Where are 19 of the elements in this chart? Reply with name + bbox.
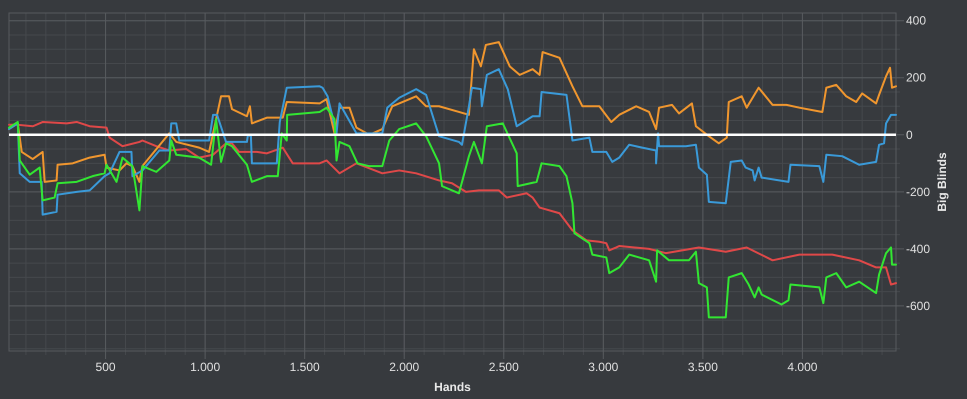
y-tick-label: 400 [906, 14, 926, 28]
line-series [8, 120, 897, 286]
x-tick-label: 2.000 [389, 360, 420, 374]
x-tick-label: 1.500 [290, 360, 320, 374]
line-series [8, 106, 897, 318]
x-tick-label: 500 [96, 360, 116, 374]
y-tick-label: 200 [906, 70, 926, 85]
y-tick-label: -400 [906, 242, 930, 256]
x-axis-title: Hands [434, 380, 472, 394]
x-tick-label: 3.500 [688, 360, 718, 374]
x-tick-label: 3.000 [588, 360, 619, 374]
y-tick-label: -200 [906, 184, 930, 199]
x-tick-label: 1.000 [190, 360, 220, 374]
x-tick-label: 2.500 [488, 360, 520, 374]
y-axis-title: Big Blinds [935, 152, 949, 212]
x-tick-label: 4.000 [787, 360, 818, 374]
y-tick-label: -600 [906, 298, 930, 313]
line-series [8, 68, 897, 216]
y-tick-label: 0 [906, 128, 913, 142]
